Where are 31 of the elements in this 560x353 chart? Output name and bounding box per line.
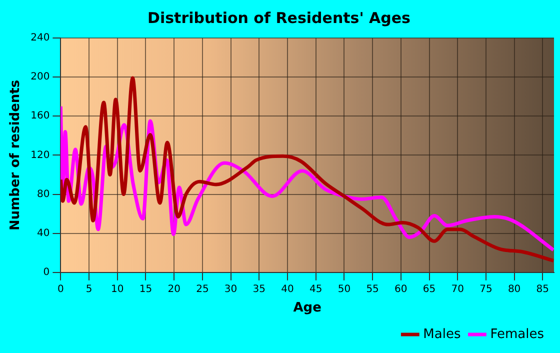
x-tick-label: 25 bbox=[196, 284, 209, 295]
x-tick-label: 35 bbox=[252, 284, 266, 295]
legend-label: Males bbox=[423, 326, 461, 342]
x-tick-label: 15 bbox=[139, 284, 152, 295]
y-tick-label: 160 bbox=[30, 110, 50, 122]
legend-label: Females bbox=[490, 326, 544, 342]
x-tick-label: 10 bbox=[111, 284, 124, 295]
x-tick-label: 30 bbox=[224, 284, 238, 295]
y-tick-label: 0 bbox=[43, 266, 50, 278]
y-tick-label: 40 bbox=[36, 228, 50, 239]
x-tick-label: 70 bbox=[451, 284, 464, 295]
y-tick-label: 120 bbox=[30, 150, 50, 161]
y-tick-label: 240 bbox=[30, 32, 50, 44]
y-axis-title: Number of residents bbox=[8, 80, 24, 231]
x-tick-label: 75 bbox=[480, 284, 492, 295]
x-tick-label: 55 bbox=[366, 284, 379, 295]
x-tick-label: 85 bbox=[536, 284, 550, 295]
x-tick-label: 60 bbox=[394, 284, 408, 295]
x-tick-label: 40 bbox=[281, 284, 294, 295]
x-tick-label: 80 bbox=[508, 284, 521, 295]
x-tick-label: 0 bbox=[58, 284, 64, 295]
x-axis-title: Age bbox=[293, 300, 322, 316]
x-tick-label: 45 bbox=[309, 284, 322, 295]
y-tick-label: 200 bbox=[30, 72, 50, 83]
y-tick-label: 80 bbox=[36, 188, 50, 200]
x-tick-label: 5 bbox=[86, 284, 92, 295]
x-tick-label: 65 bbox=[422, 284, 436, 295]
x-tick-label: 50 bbox=[338, 284, 351, 295]
chart-title: Distribution of Residents' Ages bbox=[148, 8, 411, 27]
line-series bbox=[60, 76, 554, 262]
x-tick-label: 20 bbox=[168, 284, 180, 295]
